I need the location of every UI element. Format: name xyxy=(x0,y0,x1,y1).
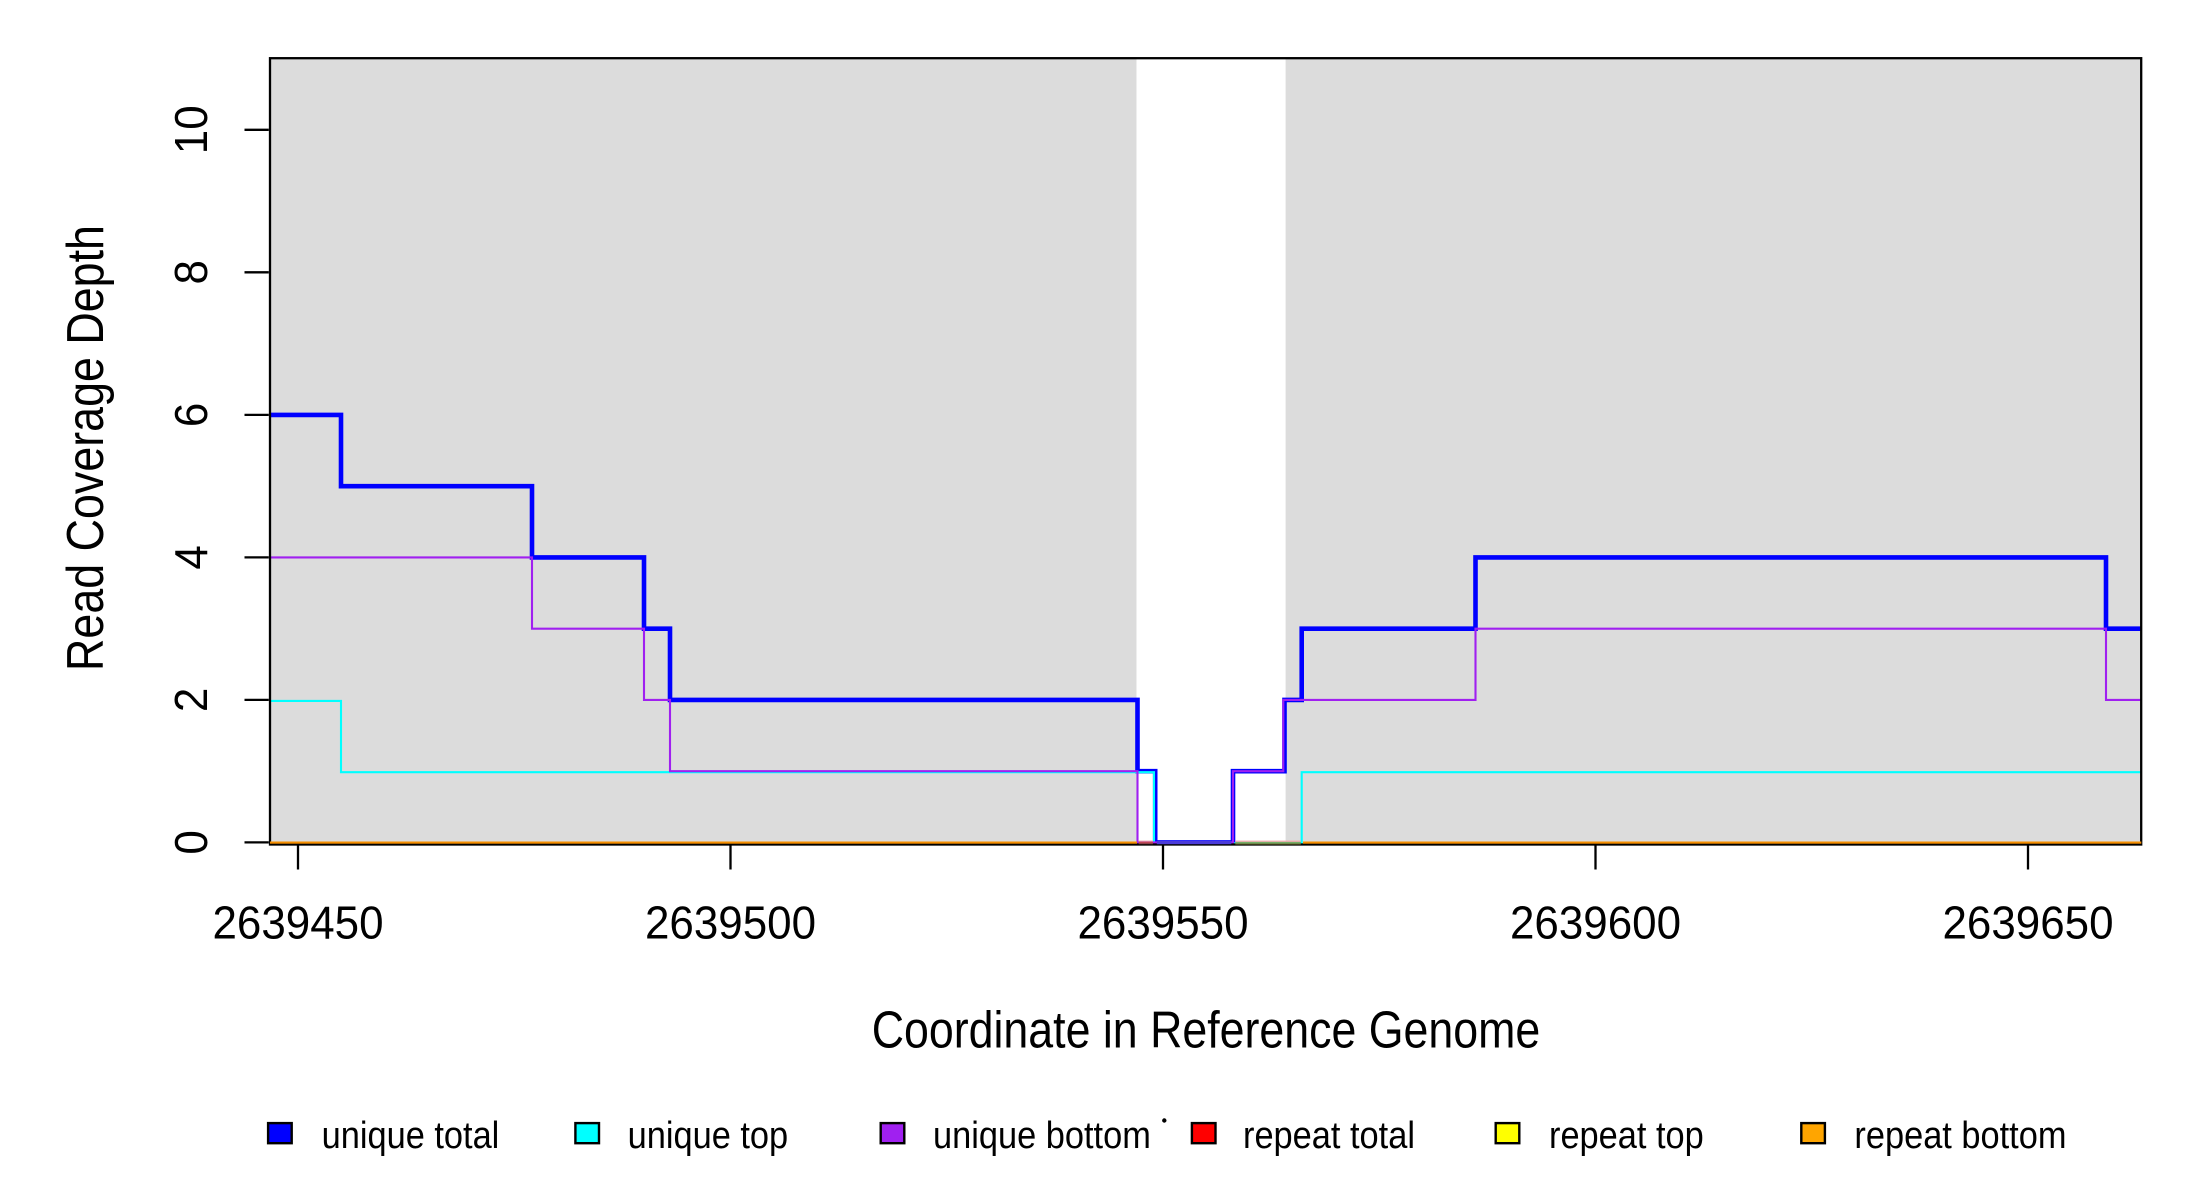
svg-text:2639500: 2639500 xyxy=(645,897,816,949)
svg-text:repeat total: repeat total xyxy=(1243,1113,1415,1156)
svg-text:repeat top: repeat top xyxy=(1549,1113,1704,1156)
svg-text:Read Coverage Depth: Read Coverage Depth xyxy=(57,225,115,671)
svg-text:4: 4 xyxy=(165,545,217,569)
svg-text:6: 6 xyxy=(165,403,217,427)
svg-text:unique total: unique total xyxy=(322,1113,500,1156)
svg-text:unique top: unique top xyxy=(628,1113,789,1156)
svg-text:Coordinate in Reference Genome: Coordinate in Reference Genome xyxy=(872,1001,1541,1059)
svg-text:2639450: 2639450 xyxy=(212,897,383,949)
svg-text:10: 10 xyxy=(165,105,217,154)
svg-text:unique bottom: unique bottom xyxy=(933,1113,1151,1156)
svg-text:0: 0 xyxy=(165,830,217,854)
svg-text:2: 2 xyxy=(165,688,217,712)
svg-text:repeat bottom: repeat bottom xyxy=(1854,1113,2066,1156)
svg-text:8: 8 xyxy=(165,260,217,284)
svg-text:2639550: 2639550 xyxy=(1077,897,1248,949)
svg-text:2639650: 2639650 xyxy=(1942,897,2113,949)
svg-text:2639600: 2639600 xyxy=(1510,897,1681,949)
